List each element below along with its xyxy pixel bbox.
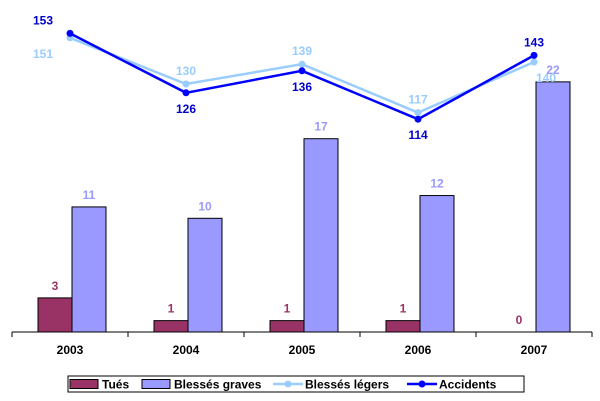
bar-tues-2003 (37, 297, 73, 333)
data-label-blesses-graves-2003: 11 (83, 188, 96, 202)
point-blesses-legers-2007 (530, 58, 538, 66)
point-blesses-legers-2005 (298, 60, 306, 68)
data-label-tues-2006: 1 (400, 302, 407, 316)
point-accidents-2003 (66, 29, 74, 37)
data-label-blesses-graves-2005: 17 (314, 120, 328, 134)
bar-blesses-graves-2003 (71, 206, 107, 333)
data-labels-layer: 31 1 1011101712221531511301261391361171141… (33, 13, 560, 327)
point-accidents-2005 (298, 67, 306, 75)
legend-marker-blesses-legers (284, 380, 292, 388)
data-label-tues-2003: 3 (52, 279, 59, 293)
x-tick-label-2004: 2004 (173, 343, 200, 357)
bar-blesses-graves-2007 (535, 81, 571, 333)
x-tick-label-2003: 2003 (57, 343, 84, 357)
x-tick-label-2005: 2005 (289, 343, 316, 357)
point-accidents-2006 (414, 115, 422, 123)
legend-label-accidents: Accidents (439, 378, 497, 392)
x-tick-label-2006: 2006 (405, 343, 432, 357)
data-label-blesses-graves-2007: 22 (546, 63, 560, 77)
legend-swatch-tues (69, 379, 99, 389)
bar-tues-2004 (153, 320, 189, 333)
data-label-blesses-legers-2003: 151 (33, 47, 53, 61)
bar-blesses-graves-2006 (419, 195, 455, 333)
data-label-blesses-legers-2006: 117 (408, 93, 428, 107)
bar-tues-2005 (269, 320, 305, 333)
bars-layer (37, 81, 571, 333)
data-label-blesses-legers-2005: 139 (292, 44, 312, 58)
point-blesses-legers-2006 (414, 109, 422, 117)
data-label-tues-2005: 1 (284, 302, 291, 316)
bar-tues-2006 (385, 320, 421, 333)
data-label-blesses-graves-2004: 10 (198, 199, 212, 213)
bar-blesses-graves-2004 (187, 217, 223, 333)
data-label-tues-2004: 1 (168, 302, 175, 316)
legend-swatch-blesses-graves (141, 379, 171, 389)
data-label-accidents-2005: 136 (292, 80, 312, 94)
legend-marker-accidents (418, 380, 426, 388)
legend-label-blesses-legers: Blessés légers (305, 378, 389, 392)
legend-label-tues: Tués (102, 378, 129, 392)
lines-layer (66, 29, 538, 123)
legend: Tués Blessés graves Blessés légers Accident… (67, 375, 525, 393)
point-accidents-2007 (530, 51, 538, 59)
x-axis: 2003 2004 2005 2006 2007 (11, 331, 593, 357)
data-label-accidents-2003: 153 (33, 13, 53, 27)
data-label-blesses-legers-2007: 140 (536, 71, 556, 85)
point-accidents-2004 (182, 89, 190, 97)
data-label-accidents-2006: 114 (408, 128, 428, 142)
point-blesses-legers-2004 (182, 80, 190, 88)
data-label-tues-2007: 0 (516, 313, 523, 327)
x-tick-label-2007: 2007 (521, 343, 548, 357)
data-label-blesses-graves-2006: 12 (430, 177, 444, 191)
data-label-blesses-legers-2004: 130 (176, 64, 196, 78)
bar-blesses-graves-2005 (303, 138, 339, 333)
data-label-accidents-2007: 143 (524, 35, 544, 49)
legend-label-blesses-graves: Blessés graves (174, 378, 262, 392)
data-label-accidents-2004: 126 (176, 102, 196, 116)
